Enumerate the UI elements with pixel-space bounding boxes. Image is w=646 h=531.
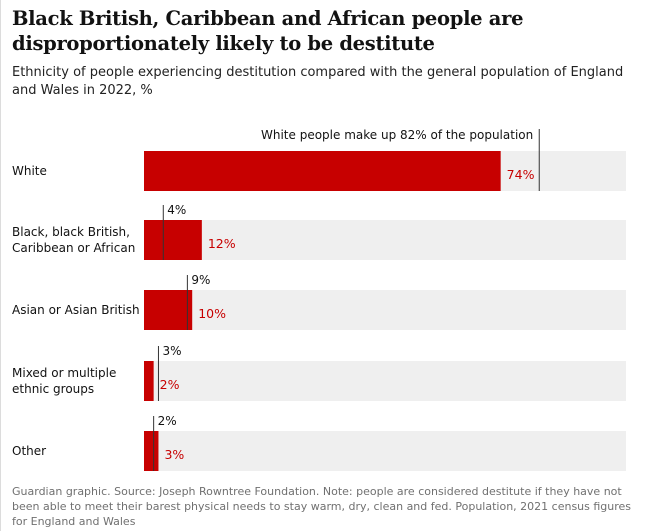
chart-title: Black British, Caribbean and African peo… (12, 7, 524, 55)
destitution-bar (144, 151, 501, 191)
bars (144, 151, 501, 471)
destitution-bar (144, 220, 202, 260)
population-label: 4% (167, 203, 186, 217)
population-markers: 4% 9% 3% 2% (153, 129, 540, 471)
value-label: 10% (198, 306, 226, 321)
population-label: 3% (162, 344, 181, 358)
population-label: 2% (158, 414, 177, 428)
population-label: 9% (191, 273, 210, 287)
bar-track (144, 431, 626, 471)
category-labels: White Black, black British, Caribbean or A… (12, 164, 140, 458)
category-label: Other (12, 444, 46, 458)
left-border (0, 0, 1, 531)
bar-track (144, 220, 626, 260)
category-label: Caribbean or African (12, 241, 135, 255)
source-note: Guardian graphic. Source: Joseph Rowntre… (12, 485, 632, 528)
value-label: 74% (507, 167, 535, 182)
value-label: 2% (160, 377, 180, 392)
bar-tracks (144, 151, 626, 471)
destitution-bar (144, 431, 159, 471)
bar-track (144, 361, 626, 401)
category-label: ethnic groups (12, 382, 94, 396)
category-label: White (12, 164, 47, 178)
category-label: Black, black British, (12, 225, 130, 239)
chart-subtitle: Ethnicity of people experiencing destitu… (12, 65, 624, 98)
bar-track (144, 290, 626, 330)
category-label: Asian or Asian British (12, 303, 140, 317)
destitution-bar (144, 361, 154, 401)
value-labels: 74% 12% 10% 2% 3% (160, 167, 535, 462)
population-annotation: White people make up 82% of the populati… (261, 128, 533, 142)
value-label: 12% (208, 236, 236, 251)
value-label: 3% (164, 447, 184, 462)
destitution-bar (144, 290, 193, 330)
category-label: Mixed or multiple (12, 366, 116, 380)
